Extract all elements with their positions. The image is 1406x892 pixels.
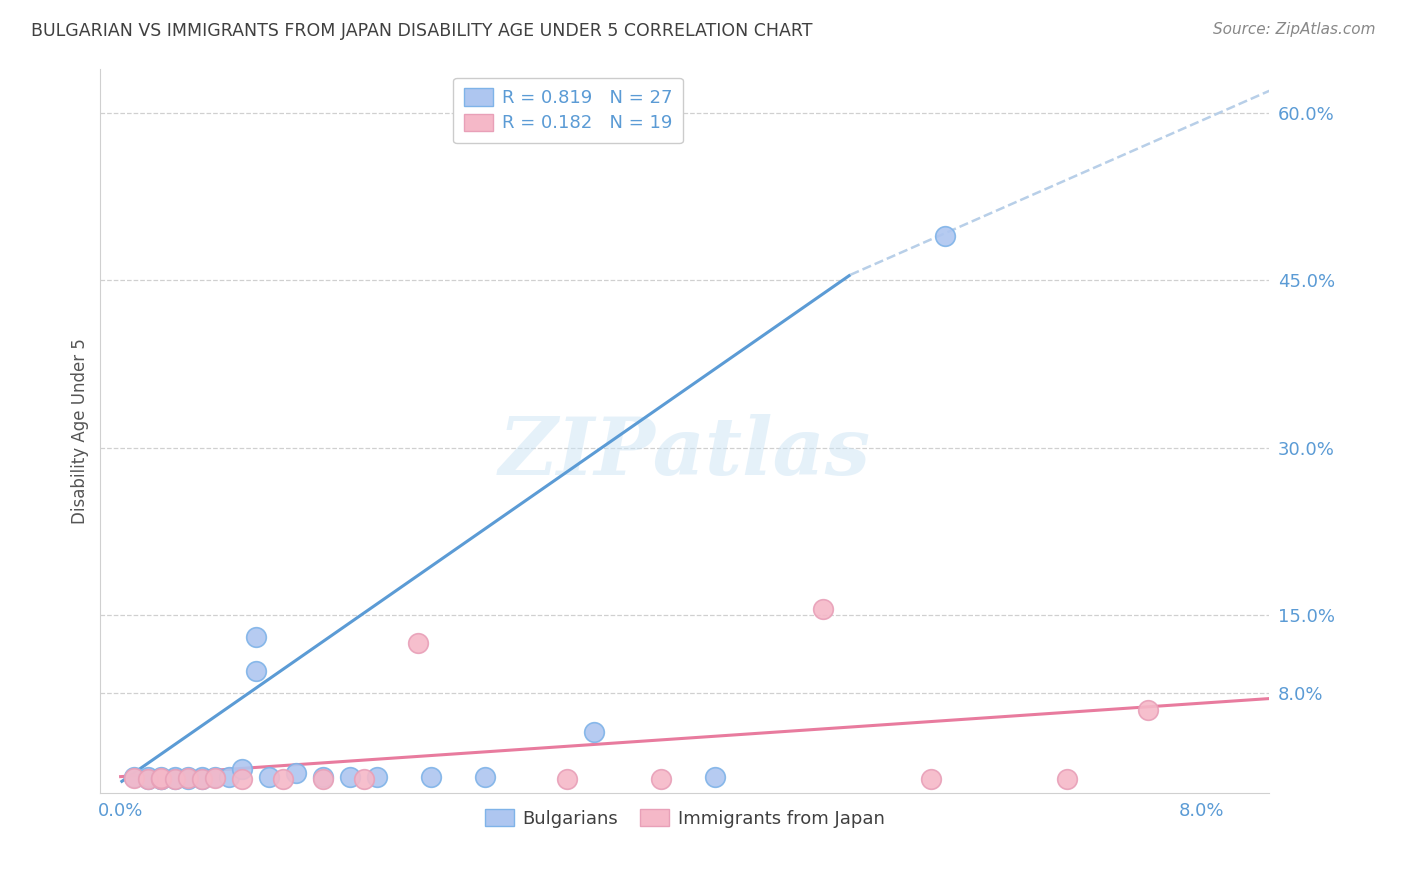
- Point: [150, 771, 173, 785]
- Point: [312, 770, 335, 784]
- Point: [150, 772, 173, 786]
- Point: [150, 770, 173, 784]
- Point: [259, 770, 281, 784]
- Point: [650, 772, 672, 786]
- Point: [339, 770, 361, 784]
- Point: [204, 771, 226, 785]
- Point: [218, 770, 240, 784]
- Point: [813, 602, 835, 616]
- Text: BULGARIAN VS IMMIGRANTS FROM JAPAN DISABILITY AGE UNDER 5 CORRELATION CHART: BULGARIAN VS IMMIGRANTS FROM JAPAN DISAB…: [31, 22, 813, 40]
- Point: [1056, 772, 1078, 786]
- Point: [150, 772, 173, 786]
- Text: ZIPatlas: ZIPatlas: [499, 414, 870, 491]
- Legend: Bulgarians, Immigrants from Japan: Bulgarians, Immigrants from Japan: [478, 802, 893, 835]
- Point: [420, 770, 443, 784]
- Point: [190, 772, 212, 786]
- Point: [163, 772, 186, 786]
- Point: [204, 770, 226, 784]
- Point: [704, 770, 727, 784]
- Point: [150, 772, 173, 786]
- Point: [163, 772, 186, 786]
- Point: [245, 630, 267, 644]
- Point: [406, 636, 429, 650]
- Point: [177, 770, 200, 784]
- Point: [122, 770, 145, 784]
- Point: [231, 762, 253, 776]
- Point: [136, 772, 159, 786]
- Point: [1136, 703, 1159, 717]
- Point: [231, 772, 253, 786]
- Point: [190, 772, 212, 786]
- Point: [312, 772, 335, 786]
- Point: [177, 772, 200, 786]
- Point: [163, 770, 186, 784]
- Point: [555, 772, 578, 786]
- Point: [582, 725, 605, 739]
- Point: [353, 772, 375, 786]
- Point: [920, 772, 942, 786]
- Point: [245, 664, 267, 678]
- Point: [271, 772, 294, 786]
- Point: [366, 770, 388, 784]
- Y-axis label: Disability Age Under 5: Disability Age Under 5: [72, 338, 89, 524]
- Point: [136, 770, 159, 784]
- Point: [285, 766, 308, 780]
- Point: [934, 228, 956, 243]
- Point: [136, 772, 159, 786]
- Point: [177, 771, 200, 785]
- Point: [474, 770, 496, 784]
- Point: [190, 770, 212, 784]
- Text: Source: ZipAtlas.com: Source: ZipAtlas.com: [1212, 22, 1375, 37]
- Point: [122, 771, 145, 785]
